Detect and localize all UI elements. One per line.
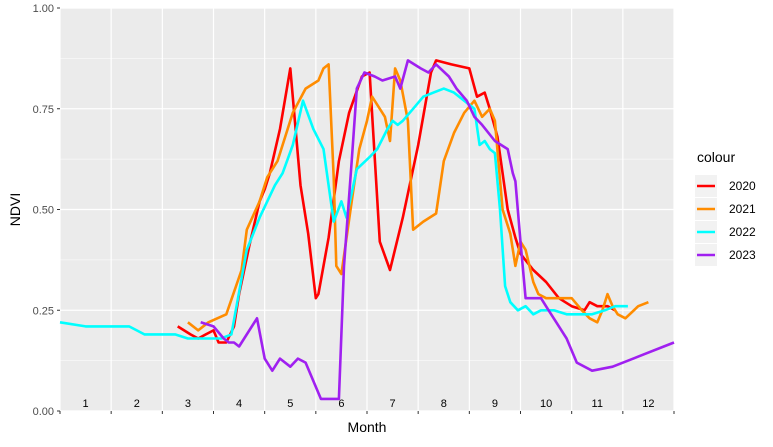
- legend-label-2023: 2023: [729, 248, 756, 262]
- series-lines: [59, 59, 675, 401]
- month-label: 1: [83, 398, 89, 410]
- month-label: 3: [185, 398, 191, 410]
- y-axis-title: NDVI: [7, 193, 23, 226]
- month-label: 10: [540, 398, 552, 410]
- y-tick-label: 0.25: [33, 305, 54, 317]
- series-line-2022: [59, 87, 628, 340]
- series-line-2023: [200, 59, 675, 401]
- month-label: 4: [236, 398, 242, 410]
- month-label: 12: [642, 398, 654, 410]
- month-label: 11: [592, 398, 603, 410]
- legend-label-2020: 2020: [729, 179, 756, 193]
- y-tick-label: 0.75: [33, 104, 54, 116]
- month-label: 8: [441, 398, 447, 410]
- y-tick-label: 0.00: [33, 406, 54, 418]
- month-labels: 1 2 3 4 5 6 7 8 9 10 11 12: [83, 398, 655, 410]
- month-label: 9: [492, 398, 498, 410]
- y-tick-label: 1.00: [33, 3, 54, 15]
- y-tick-label: 0.50: [33, 205, 54, 217]
- month-label: 6: [338, 398, 344, 410]
- legend-label-2022: 2022: [729, 225, 756, 239]
- series-line-2021: [187, 63, 649, 332]
- month-label: 2: [134, 398, 140, 410]
- legend: colour 2020 2021 2022 2023: [695, 149, 756, 266]
- month-label: 7: [390, 398, 396, 410]
- legend-label-2021: 2021: [729, 202, 756, 216]
- legend-title: colour: [697, 149, 735, 165]
- month-label: 5: [287, 398, 293, 410]
- y-axis: 0.00 0.25 0.50 0.75 1.00: [33, 3, 675, 418]
- x-axis-title: Month: [348, 419, 387, 435]
